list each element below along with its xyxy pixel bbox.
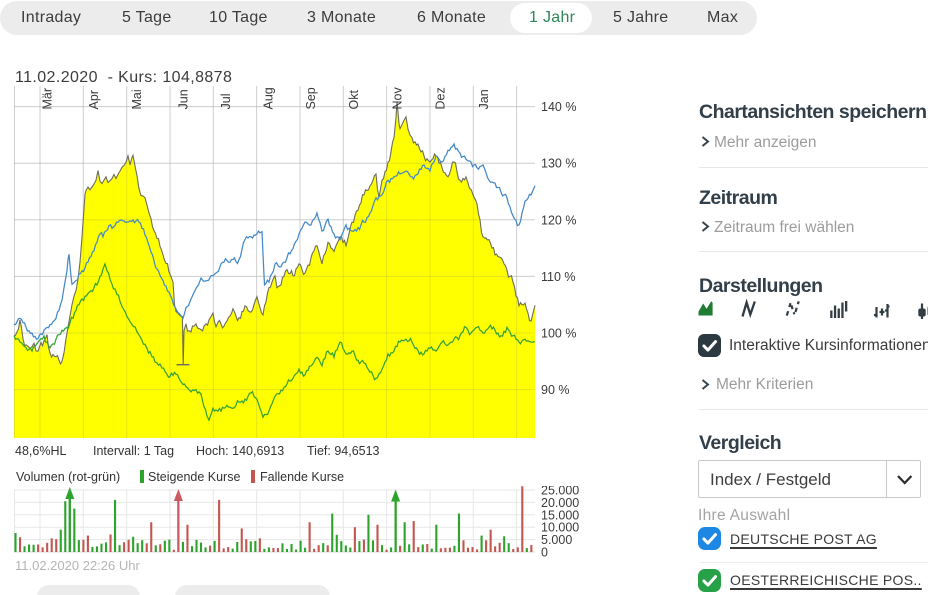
svg-text:Jul: Jul [219, 94, 233, 110]
svg-text:Jan: Jan [477, 89, 491, 109]
svg-text:130 %: 130 % [541, 157, 576, 171]
svg-text:120 %: 120 % [541, 213, 576, 227]
svg-text:100 %: 100 % [541, 327, 576, 341]
svg-text:15.000: 15.000 [541, 508, 579, 522]
svg-text:0: 0 [541, 546, 548, 559]
svg-text:90 %: 90 % [541, 383, 570, 397]
svg-text:Aug: Aug [262, 87, 276, 109]
svg-text:110 %: 110 % [541, 270, 576, 284]
svg-text:Jun: Jun [177, 89, 191, 109]
svg-text:25.000: 25.000 [541, 486, 579, 498]
svg-text:Nov: Nov [391, 87, 405, 110]
svg-text:10.000: 10.000 [541, 521, 579, 535]
svg-text:Mai: Mai [130, 89, 144, 109]
svg-text:Sep: Sep [304, 87, 318, 109]
svg-text:140 %: 140 % [541, 100, 576, 114]
svg-text:Okt: Okt [347, 90, 361, 110]
svg-text:20.000: 20.000 [541, 496, 579, 510]
svg-text:Apr: Apr [87, 90, 101, 109]
svg-text:5.000: 5.000 [541, 533, 572, 547]
svg-text:Dez: Dez [434, 87, 448, 109]
svg-text:Mär: Mär [41, 88, 55, 110]
